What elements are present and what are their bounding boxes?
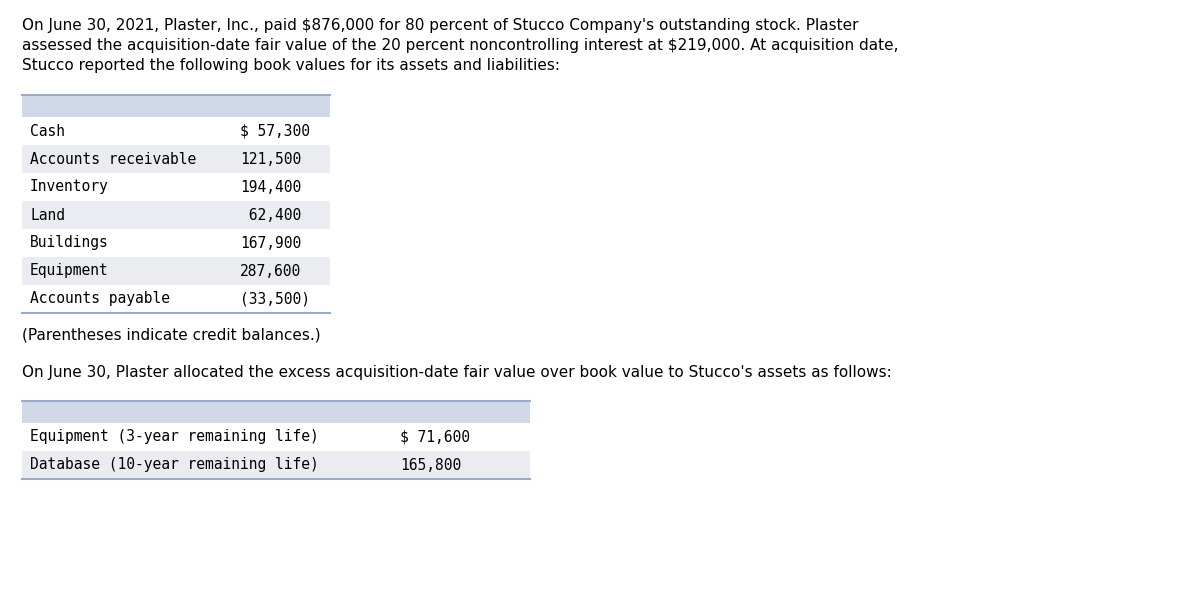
FancyBboxPatch shape xyxy=(22,229,330,257)
Text: Buildings: Buildings xyxy=(30,235,109,251)
FancyBboxPatch shape xyxy=(22,285,330,313)
FancyBboxPatch shape xyxy=(22,257,330,285)
Text: 121,500: 121,500 xyxy=(240,151,301,167)
Text: $ 57,300: $ 57,300 xyxy=(240,124,310,138)
FancyBboxPatch shape xyxy=(22,117,330,145)
Text: (33,500): (33,500) xyxy=(240,291,310,307)
Text: On June 30, 2021, Plaster, Inc., paid $876,000 for 80 percent of Stucco Company': On June 30, 2021, Plaster, Inc., paid $8… xyxy=(22,18,858,33)
Text: 194,400: 194,400 xyxy=(240,180,301,194)
Text: (Parentheses indicate credit balances.): (Parentheses indicate credit balances.) xyxy=(22,327,320,342)
Text: assessed the acquisition-date fair value of the 20 percent noncontrolling intere: assessed the acquisition-date fair value… xyxy=(22,38,899,53)
Text: Inventory: Inventory xyxy=(30,180,109,194)
FancyBboxPatch shape xyxy=(22,423,530,451)
FancyBboxPatch shape xyxy=(22,173,330,201)
Text: Accounts payable: Accounts payable xyxy=(30,291,170,307)
Text: On June 30, Plaster allocated the excess acquisition-date fair value over book v: On June 30, Plaster allocated the excess… xyxy=(22,365,892,380)
Text: Accounts receivable: Accounts receivable xyxy=(30,151,197,167)
FancyBboxPatch shape xyxy=(22,401,530,423)
Text: Cash: Cash xyxy=(30,124,65,138)
Text: Database (10-year remaining life): Database (10-year remaining life) xyxy=(30,457,319,472)
Text: Equipment (3-year remaining life): Equipment (3-year remaining life) xyxy=(30,430,319,444)
Text: Equipment: Equipment xyxy=(30,264,109,278)
Text: Stucco reported the following book values for its assets and liabilities:: Stucco reported the following book value… xyxy=(22,58,560,73)
FancyBboxPatch shape xyxy=(22,451,530,479)
Text: 167,900: 167,900 xyxy=(240,235,301,251)
Text: Land: Land xyxy=(30,207,65,222)
FancyBboxPatch shape xyxy=(22,145,330,173)
Text: 287,600: 287,600 xyxy=(240,264,301,278)
FancyBboxPatch shape xyxy=(22,201,330,229)
Text: $ 71,600: $ 71,600 xyxy=(400,430,470,444)
Text: 165,800: 165,800 xyxy=(400,457,461,472)
Text: 62,400: 62,400 xyxy=(240,207,301,222)
FancyBboxPatch shape xyxy=(22,95,330,117)
